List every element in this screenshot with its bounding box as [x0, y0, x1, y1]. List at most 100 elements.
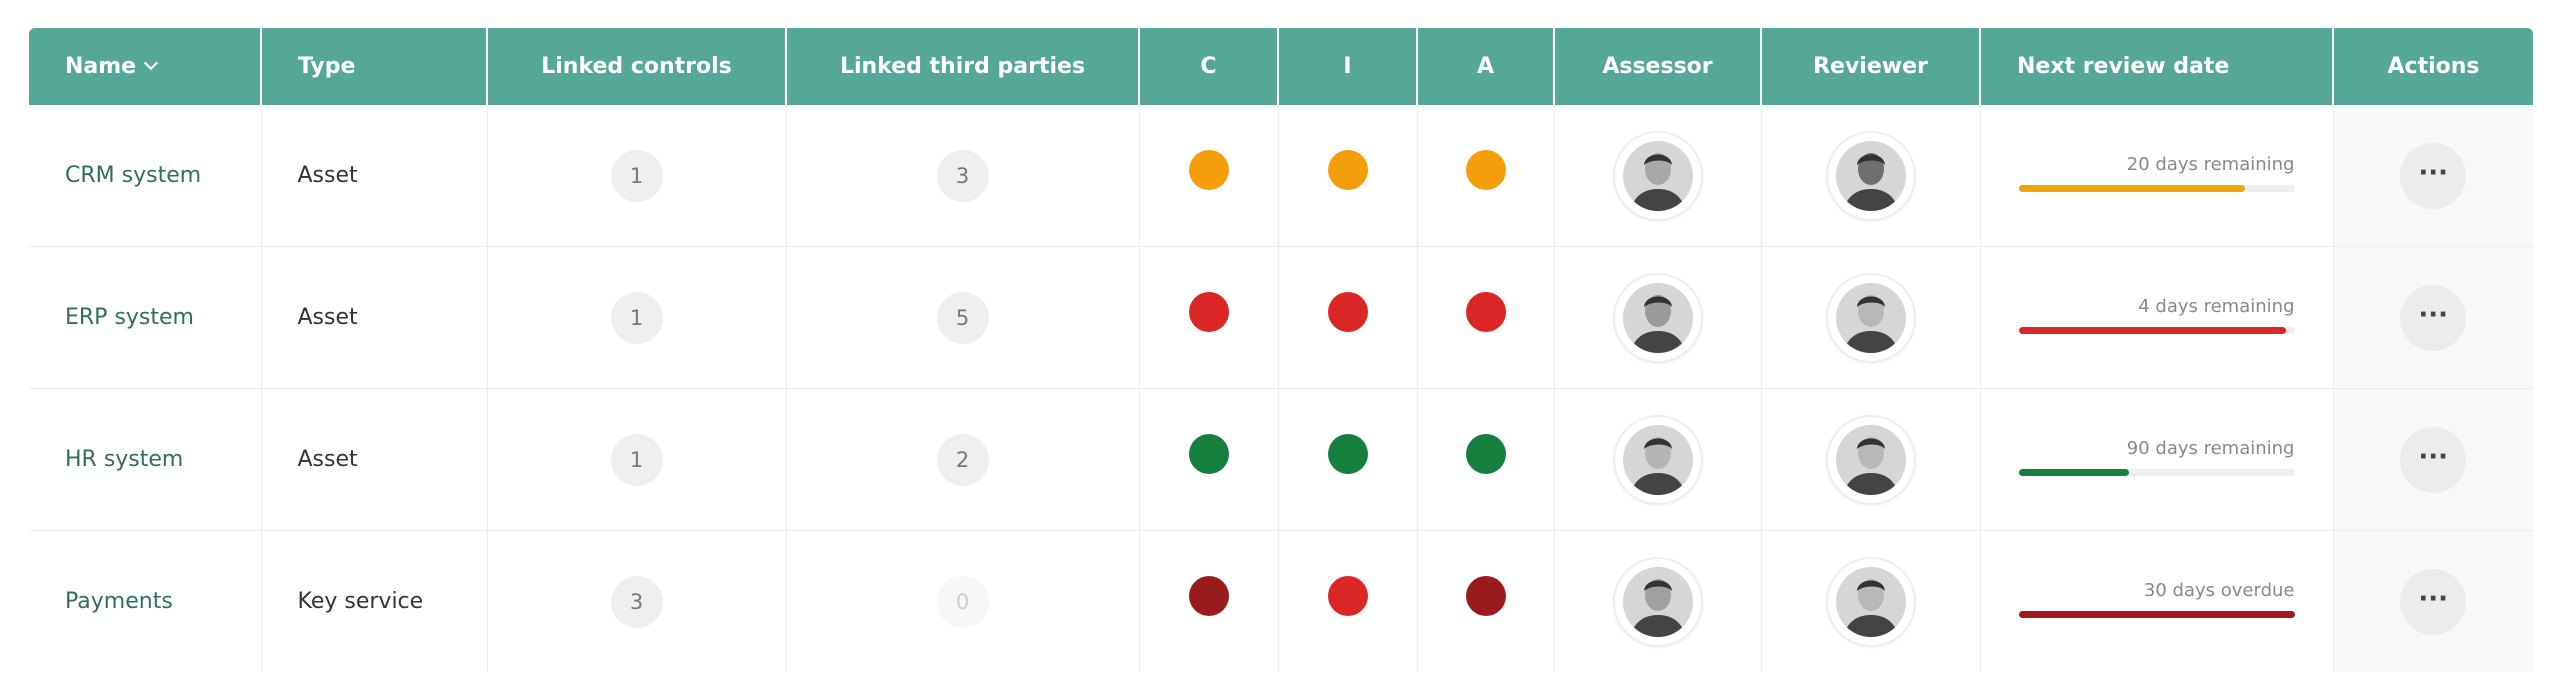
cia-cell [1139, 388, 1279, 531]
cia-cell [1278, 530, 1418, 672]
assessor-cell [1554, 388, 1762, 531]
column-header-label: Next review date [2017, 54, 2230, 79]
count-badge: 3 [610, 575, 663, 628]
avatar-image [1622, 140, 1693, 211]
rating-dot [1188, 433, 1229, 474]
review-label: 90 days remaining [2126, 437, 2295, 459]
actions-cell: ··· [2333, 388, 2533, 531]
linked-third-parties-cell: 0 [786, 530, 1140, 672]
column-header: C [1139, 28, 1279, 105]
avatar [1614, 274, 1701, 361]
cia-cell [1417, 388, 1555, 531]
avatar [1614, 132, 1701, 219]
more-actions-button[interactable]: ··· [2400, 142, 2467, 209]
column-header-label: Assessor [1602, 54, 1713, 79]
rating-dot [1327, 291, 1368, 332]
column-header-label: I [1343, 54, 1352, 79]
column-header: Type [261, 28, 488, 105]
assessor-cell [1554, 530, 1762, 672]
column-header: Reviewer [1761, 28, 1981, 105]
next-review-cell: 4 days remaining [1980, 246, 2334, 389]
column-header-label: Reviewer [1813, 54, 1928, 79]
cia-cell [1417, 105, 1555, 247]
header-row: Name Type Linked controls Linked third part… [29, 28, 2533, 105]
table-row: Payments Key service 3 0 30 days overdue ··· [29, 530, 2533, 672]
rating-dot [1465, 575, 1506, 616]
sort-chevron [144, 55, 159, 71]
actions-cell: ··· [2333, 530, 2533, 672]
type-cell: Asset [261, 105, 488, 247]
linked-third-parties-cell: 5 [786, 246, 1140, 389]
column-header-label: Actions [2387, 54, 2480, 79]
progress-track [2018, 468, 2295, 476]
table-body: CRM system Asset 1 3 20 days remaining ··· ER… [29, 105, 2533, 672]
count-badge: 2 [936, 433, 989, 486]
progress-fill [2018, 468, 2129, 476]
table-header: Name Type Linked controls Linked third part… [29, 28, 2533, 105]
avatar-image [1622, 282, 1693, 353]
avatar [1614, 558, 1701, 645]
progress-fill [2018, 326, 2287, 334]
linked-controls-cell: 1 [487, 105, 787, 247]
avatar-image [1835, 140, 1906, 211]
column-header: Linked controls [487, 28, 787, 105]
cia-cell [1278, 388, 1418, 531]
column-header: Linked third parties [786, 28, 1140, 105]
type-cell: Asset [261, 388, 488, 531]
rating-dot [1465, 433, 1506, 474]
review-label: 30 days overdue [2143, 579, 2295, 601]
avatar-image [1622, 566, 1693, 637]
review-label: 20 days remaining [2126, 153, 2295, 175]
linked-controls-cell: 3 [487, 530, 787, 672]
linked-third-parties-cell: 3 [786, 105, 1140, 247]
column-header: A [1417, 28, 1555, 105]
reviewer-cell [1761, 246, 1981, 389]
linked-controls-cell: 1 [487, 388, 787, 531]
actions-cell: ··· [2333, 105, 2533, 247]
rating-dot [1327, 575, 1368, 616]
assessor-cell [1554, 105, 1762, 247]
table-row: ERP system Asset 1 5 4 days remaining ··· [29, 246, 2533, 389]
count-badge: 3 [936, 149, 989, 202]
asset-table: Name Type Linked controls Linked third part… [29, 28, 2533, 672]
avatar-image [1835, 282, 1906, 353]
column-header: Next review date [1980, 28, 2334, 105]
reviewer-cell [1761, 388, 1981, 531]
linked-controls-cell: 1 [487, 246, 787, 389]
column-header: Assessor [1554, 28, 1762, 105]
review-status: 20 days remaining [2018, 153, 2295, 192]
progress-track [2018, 610, 2295, 618]
rating-dot [1465, 149, 1506, 190]
column-header: Actions [2333, 28, 2533, 105]
more-actions-button[interactable]: ··· [2400, 284, 2467, 351]
type-cell: Key service [261, 530, 488, 672]
more-actions-button[interactable]: ··· [2400, 568, 2467, 635]
column-header: I [1278, 28, 1418, 105]
count-badge: 1 [610, 291, 663, 344]
progress-fill [2018, 184, 2245, 192]
asset-table-container: Name Type Linked controls Linked third part… [29, 28, 2533, 672]
table-row: HR system Asset 1 2 90 days remaining ··· [29, 388, 2533, 531]
avatar [1827, 274, 1914, 361]
rating-dot [1327, 149, 1368, 190]
avatar-image [1622, 424, 1693, 495]
name-cell: CRM system [29, 105, 262, 247]
count-badge: 1 [610, 149, 663, 202]
cia-cell [1417, 530, 1555, 672]
reviewer-cell [1761, 105, 1981, 247]
rating-dot [1327, 433, 1368, 474]
next-review-cell: 90 days remaining [1980, 388, 2334, 531]
cia-cell [1139, 246, 1279, 389]
avatar [1827, 132, 1914, 219]
column-header-label: C [1200, 54, 1217, 79]
table-row: CRM system Asset 1 3 20 days remaining ··· [29, 105, 2533, 247]
column-header-label: A [1476, 54, 1495, 79]
more-actions-button[interactable]: ··· [2400, 426, 2467, 493]
count-badge: 5 [936, 291, 989, 344]
cia-cell [1417, 246, 1555, 389]
name-cell: Payments [29, 530, 262, 672]
review-status: 90 days remaining [2018, 437, 2295, 476]
name-cell: HR system [29, 388, 262, 531]
column-header[interactable]: Name [29, 28, 262, 105]
